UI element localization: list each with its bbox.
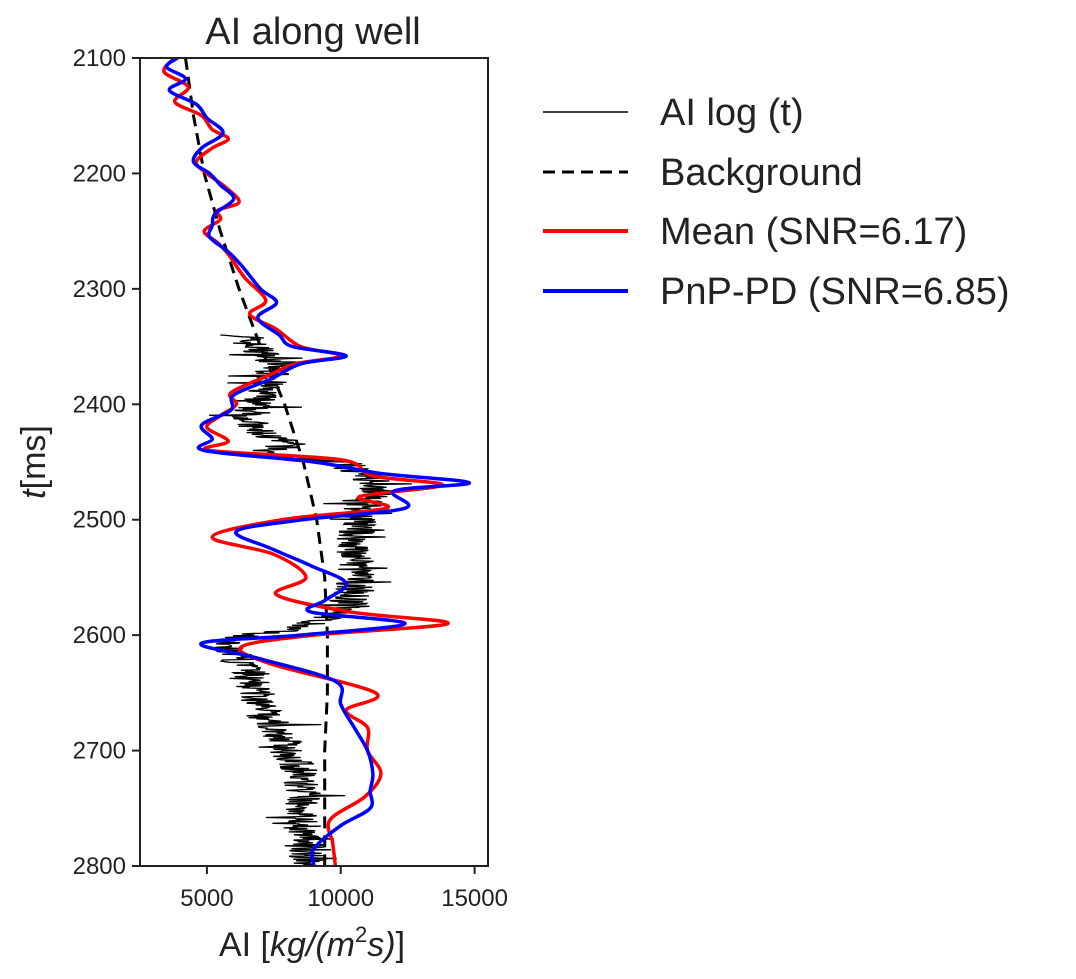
y-axis-label: t[ms]: [15, 425, 53, 499]
x-axis-label-suffix: ]: [396, 926, 405, 964]
x-tick-label: 10000: [307, 885, 374, 912]
legend-entry-mean: Mean (SNR=6.17): [543, 211, 967, 253]
x-axis-label-prefix: AI [: [219, 926, 271, 964]
series-line-ai-log: [209, 334, 412, 866]
y-tick-label: 2400: [73, 391, 126, 418]
y-tick-label: 2600: [73, 622, 126, 649]
x-axis: 5000 10000 15000: [180, 866, 508, 912]
legend-entry-background: Background: [543, 152, 863, 194]
legend-label: Mean (SNR=6.17): [660, 211, 967, 253]
y-tick-label: 2500: [73, 507, 126, 534]
legend: AI log (t) Background Mean (SNR=6.17) PnP-P…: [543, 92, 1010, 313]
chart-title: AI along well: [205, 11, 420, 53]
legend-label: AI log (t): [660, 92, 804, 134]
plot-area: [139, 57, 489, 867]
y-tick-label: 2700: [73, 738, 126, 765]
legend-label: Background: [660, 152, 863, 194]
x-tick-label: 5000: [180, 885, 233, 912]
y-tick-label: 2300: [73, 276, 126, 303]
y-tick-label: 2100: [73, 45, 126, 72]
series-line-pnp-pd: [165, 58, 472, 866]
y-axis-label-var: t: [15, 488, 53, 499]
x-axis-label: AI [kg/(m2s)]: [219, 922, 405, 964]
y-axis-label-unit: [ms]: [15, 425, 53, 489]
legend-entry-pnp-pd: PnP-PD (SNR=6.85): [543, 271, 1010, 313]
x-axis-label-unit: kg/(m: [270, 926, 355, 964]
y-tick-label: 2200: [73, 160, 126, 187]
y-axis: 2100 2200 2300 2400 2500 2600 2700 2800: [73, 45, 140, 880]
x-axis-label-superscript: 2: [355, 922, 367, 947]
legend-label: PnP-PD (SNR=6.85): [660, 271, 1010, 313]
plot-frame: [139, 57, 489, 867]
x-tick-label: 15000: [441, 885, 508, 912]
x-axis-label-unit-tail: s): [367, 926, 395, 964]
legend-entry-ai-log: AI log (t): [543, 92, 804, 134]
y-tick-label: 2800: [73, 853, 126, 880]
